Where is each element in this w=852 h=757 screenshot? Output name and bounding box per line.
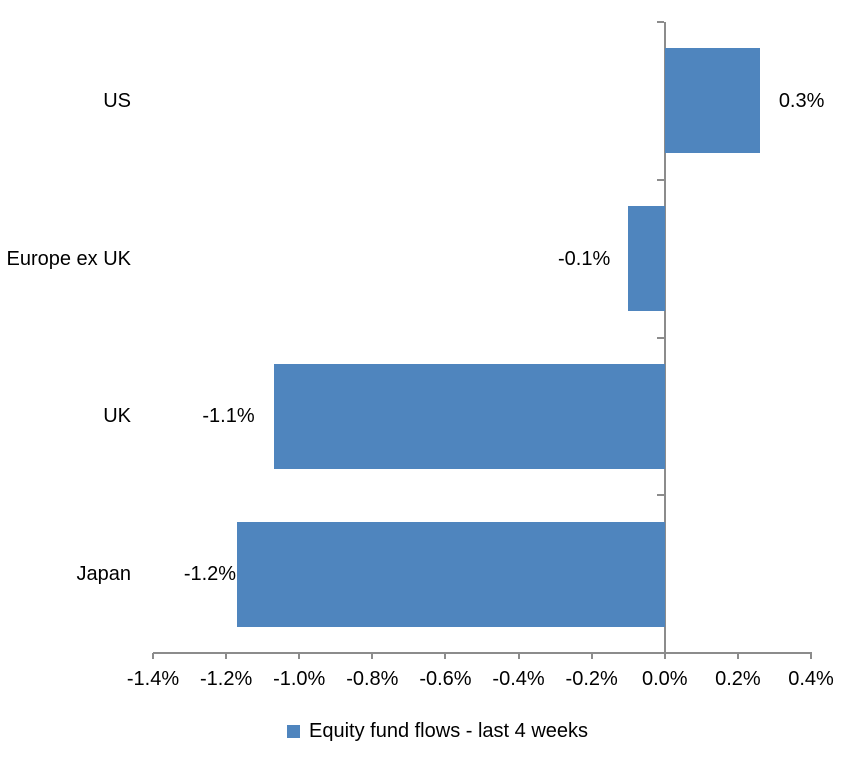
- value-tick: [225, 653, 228, 659]
- legend-marker-icon: [287, 724, 300, 738]
- value-tick-label: -0.6%: [419, 668, 472, 690]
- value-tick-label: 0.4%: [788, 668, 834, 690]
- category-label: Japan: [76, 563, 132, 586]
- bar: [628, 206, 665, 312]
- category-tick: [656, 21, 664, 23]
- value-tick-label: 0.2%: [715, 668, 761, 690]
- category-tick: [656, 652, 664, 654]
- bar-value-label: -1.2%: [183, 563, 237, 586]
- value-tick: [152, 653, 154, 659]
- legend: Equity fund flows - last 4 weeks: [287, 718, 588, 744]
- legend-label: Equity fund flows - last 4 weeks: [309, 720, 589, 742]
- value-tick: [736, 653, 739, 659]
- value-tick-label: -1.2%: [199, 668, 253, 690]
- value-tick: [663, 653, 666, 659]
- value-tick: [810, 653, 812, 659]
- value-tick-label: 0.0%: [641, 668, 688, 690]
- bar: [237, 521, 665, 627]
- value-tick: [590, 653, 593, 659]
- category-tick: [656, 178, 664, 181]
- value-tick: [298, 653, 301, 659]
- value-tick-label: -0.4%: [492, 668, 545, 690]
- bar-value-label: -1.1%: [202, 405, 255, 428]
- category-tick: [656, 494, 664, 497]
- bar: [664, 48, 760, 154]
- value-tick: [517, 653, 520, 659]
- value-tick: [444, 653, 447, 659]
- value-tick-label: -0.2%: [565, 668, 618, 690]
- value-tick-label: -1.0%: [273, 668, 326, 690]
- category-label: Europe ex UK: [6, 247, 131, 270]
- value-tick: [371, 653, 374, 659]
- category-label: US: [103, 89, 131, 112]
- bar-value-label: 0.3%: [778, 89, 825, 112]
- value-tick-label: -1.4%: [126, 668, 180, 690]
- bar: [273, 363, 665, 469]
- category-tick: [656, 336, 664, 339]
- category-label: UK: [103, 405, 131, 428]
- bar-value-label: -0.1%: [557, 247, 611, 270]
- category-axis-line: [663, 22, 666, 659]
- value-axis-line: [153, 652, 812, 654]
- value-tick-label: -0.8%: [346, 668, 399, 690]
